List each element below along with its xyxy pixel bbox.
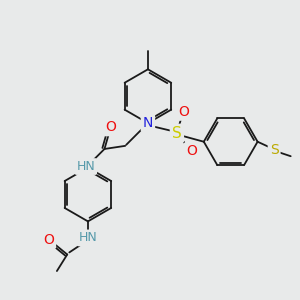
Text: O: O [186,144,197,158]
Text: N: N [143,116,153,130]
Text: S: S [172,126,182,141]
Text: O: O [105,120,116,134]
Text: O: O [43,233,54,247]
Text: HN: HN [76,160,95,173]
Text: S: S [270,143,278,157]
Text: HN: HN [79,231,97,244]
Text: O: O [179,105,190,119]
